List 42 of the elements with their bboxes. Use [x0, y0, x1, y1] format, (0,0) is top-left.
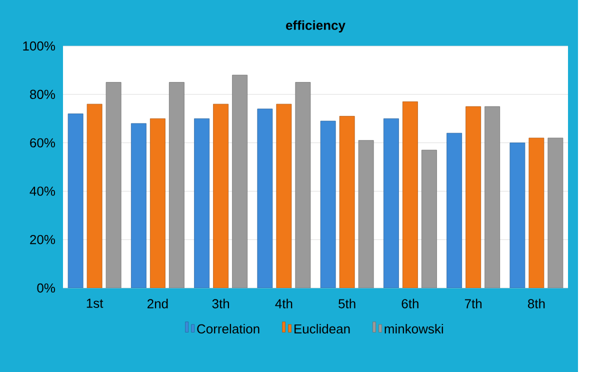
bar [106, 82, 122, 288]
bar [402, 101, 418, 288]
bar [276, 104, 292, 288]
y-tick-label: 80% [30, 90, 56, 99]
legend-label: minkowski [384, 324, 443, 334]
bar [510, 142, 526, 288]
bar [130, 123, 146, 288]
bar [295, 82, 311, 288]
bar [446, 132, 462, 288]
bar [528, 138, 544, 288]
bar [68, 114, 84, 288]
bar [232, 74, 248, 288]
bar [339, 116, 355, 288]
x-tick-label: 5th [338, 298, 356, 308]
bar [484, 106, 500, 288]
bar [466, 106, 482, 288]
y-tick-label: 20% [30, 234, 56, 244]
x-tick-label: 8th [528, 298, 545, 308]
x-tick-label: 4th [275, 298, 292, 308]
y-tick-label: 0% [37, 283, 56, 293]
x-tick-label: 2nd [148, 298, 168, 308]
bar [383, 118, 399, 288]
bar [150, 118, 166, 288]
y-tick-label: 40% [30, 186, 56, 196]
x-tick-label: 6th [402, 298, 418, 308]
x-tick-label: 3th [212, 298, 230, 308]
x-tick-label: 7th [464, 298, 482, 308]
x-tick-label: 1st [86, 298, 104, 308]
bar [421, 150, 437, 288]
bar [358, 140, 374, 288]
bar [320, 120, 336, 288]
legend-label: Correlation [197, 324, 260, 334]
y-tick-label: 60% [30, 138, 56, 148]
y-tick-label: 100% [23, 41, 55, 51]
bar [548, 138, 564, 288]
bar [168, 82, 184, 288]
chart-title: efficiency [286, 20, 346, 32]
bar [86, 104, 102, 288]
legend-label: Euclidean [294, 324, 350, 334]
bar [194, 118, 210, 288]
bar [257, 108, 273, 288]
bar [213, 104, 229, 288]
